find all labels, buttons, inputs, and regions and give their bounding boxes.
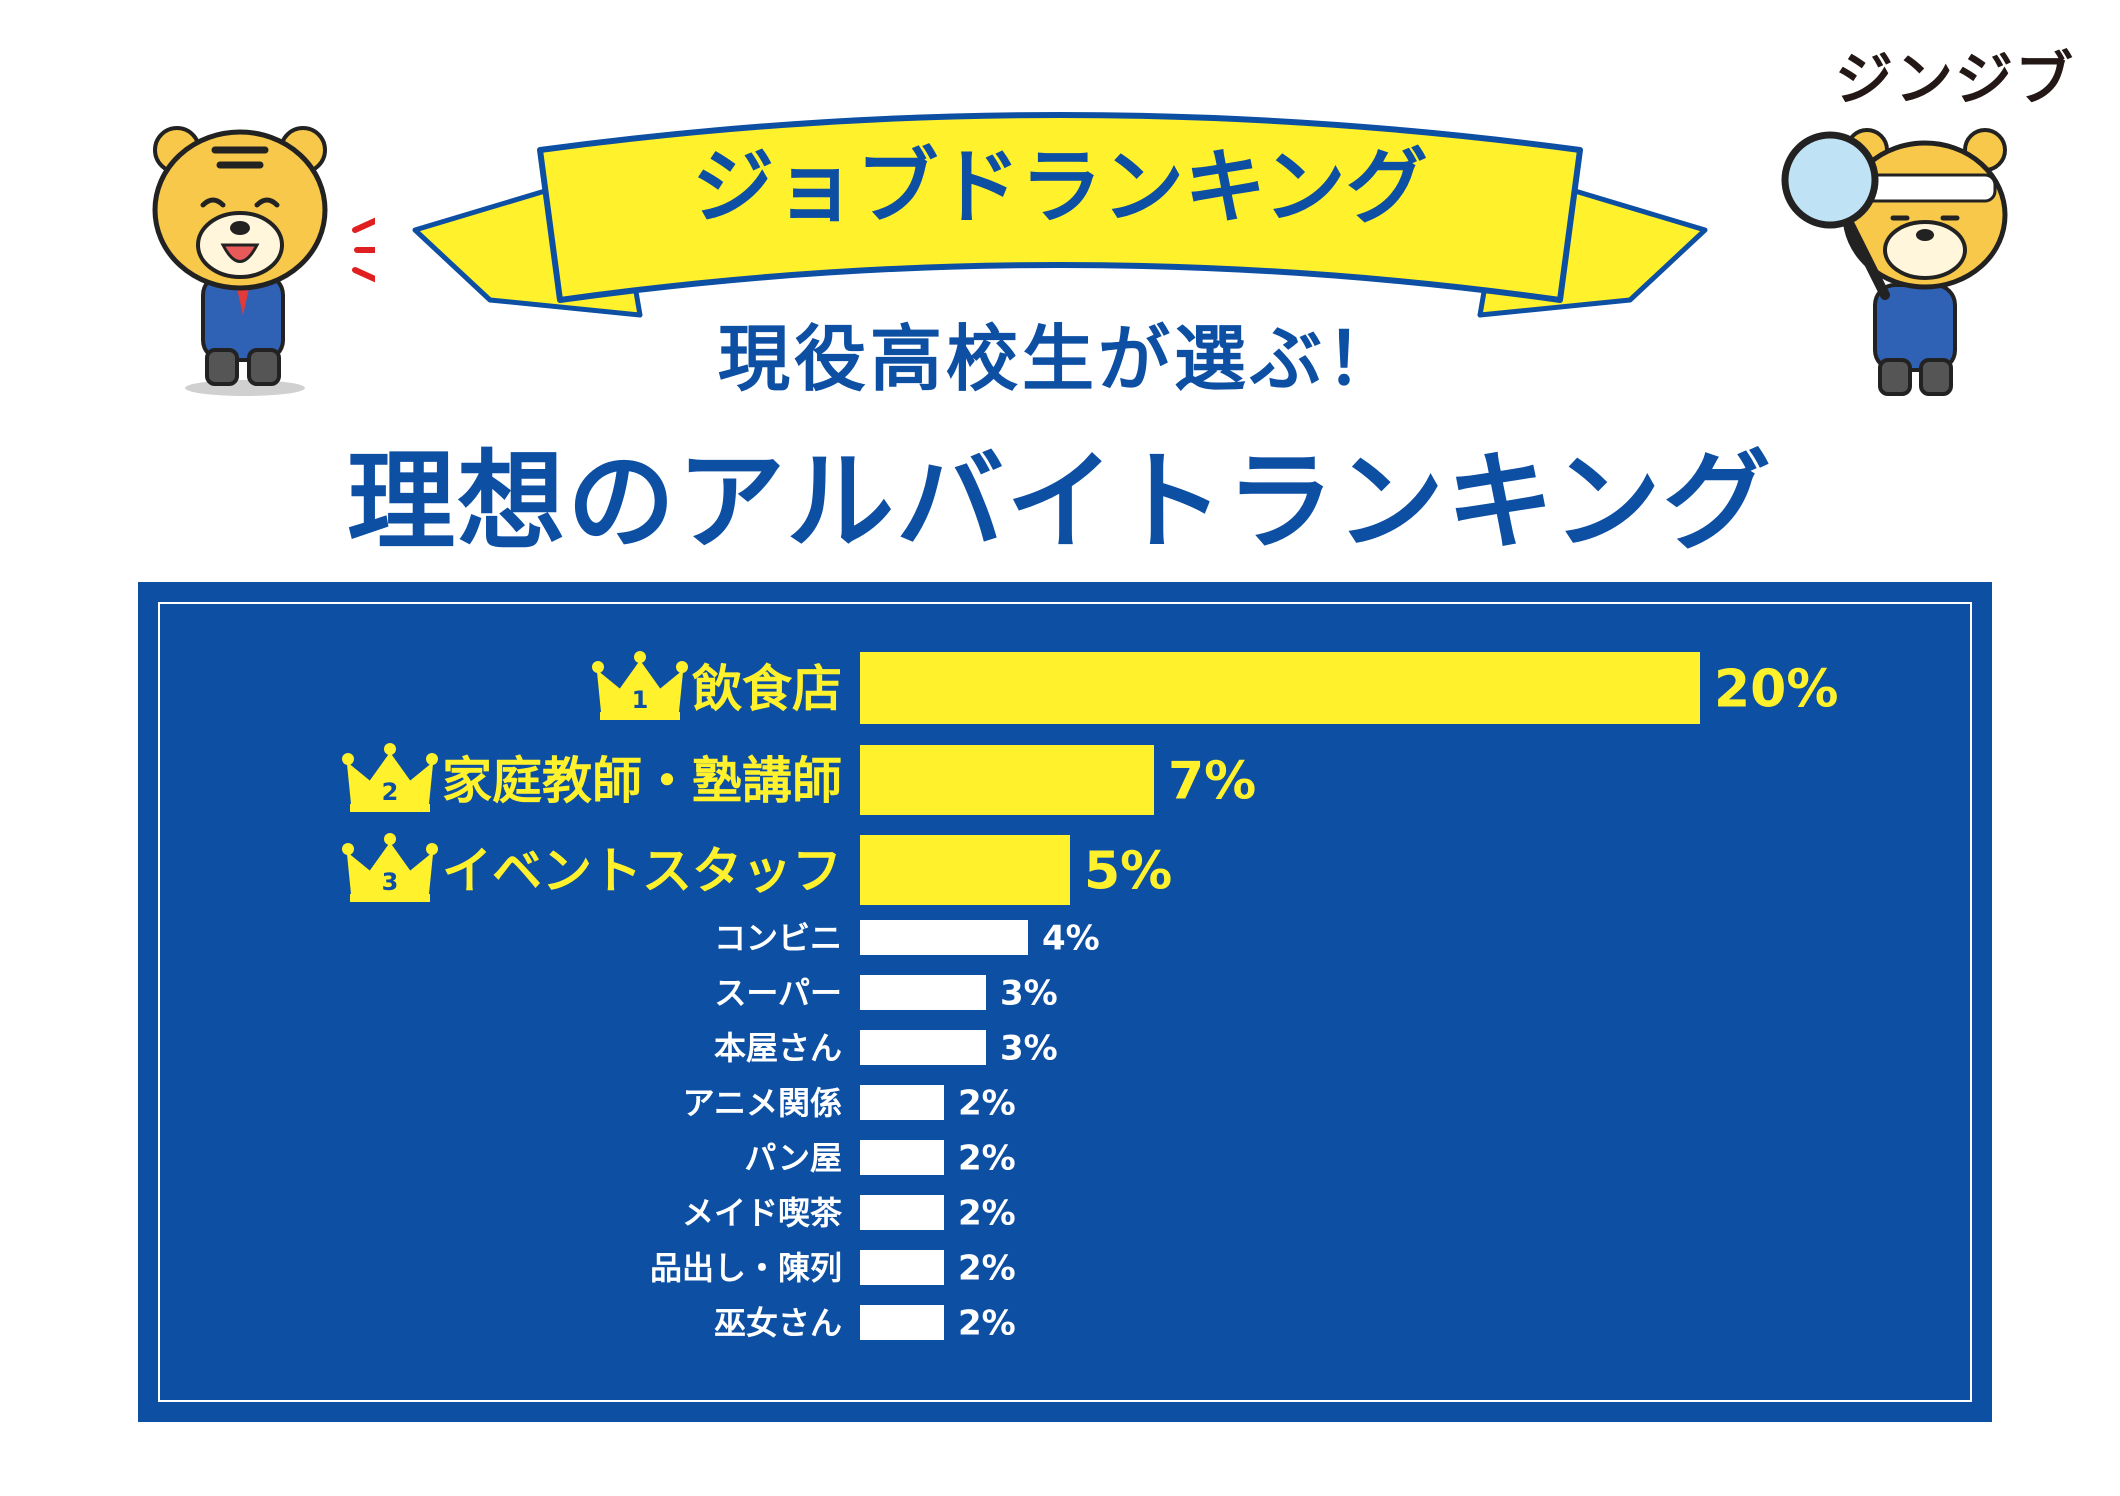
chart-panel-border — [158, 602, 1972, 1402]
subtitle: 現役高校生が選ぶ！ — [717, 317, 1402, 401]
magnifier-icon — [1781, 131, 1890, 300]
banner-text: ジョブドランキング — [692, 140, 1428, 235]
page-title: 理想のアルバイトランキング — [347, 440, 1773, 565]
brand-logo: ジンジブ — [1834, 45, 2075, 113]
banner-ribbon: ジョブドランキング — [412, 112, 1708, 318]
tiger-mascot-icon — [152, 126, 375, 396]
tiger-detective-icon — [1781, 128, 2008, 396]
chart-panel — [138, 582, 1992, 1422]
